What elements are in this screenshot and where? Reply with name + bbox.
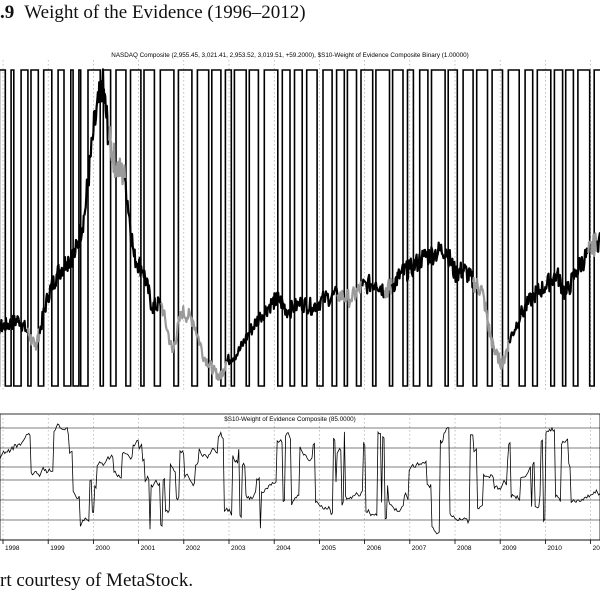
price-segment xyxy=(33,328,41,351)
price-segment xyxy=(38,292,50,335)
x-tick-label-1999: 1999 xyxy=(50,545,65,552)
price-segment xyxy=(0,316,11,333)
price-segment xyxy=(453,261,466,283)
x-tick-label-2000: 2000 xyxy=(95,545,110,552)
price-segment xyxy=(56,256,68,280)
x-tick-label-2008: 2008 xyxy=(457,545,472,552)
figure-title-text: Weight of the Evidence (1996–2012) xyxy=(24,2,306,23)
price-segment xyxy=(180,305,194,328)
price-segment xyxy=(259,298,273,323)
oscillator-path xyxy=(0,423,600,535)
bottom-panel: $S10-Weight of Evidence Composite (85.00… xyxy=(0,413,600,552)
price-segment xyxy=(481,288,493,341)
price-segment xyxy=(494,348,504,371)
price-segment xyxy=(472,276,484,296)
price-segment xyxy=(390,268,402,293)
x-tick-label-2009: 2009 xyxy=(502,545,517,552)
top-chart-title: NASDAQ Composite (2,955.45, 3,021.41, 2,… xyxy=(111,52,468,59)
price-segment xyxy=(74,214,85,254)
price-segment xyxy=(575,247,589,276)
price-segment xyxy=(225,352,240,366)
price-segment xyxy=(65,247,77,272)
price-segment xyxy=(490,337,497,356)
price-segment xyxy=(92,79,104,133)
price-segment xyxy=(422,246,436,266)
bottom-chart-title: $S10-Weight of Evidence Composite (85.00… xyxy=(224,416,356,423)
price-segment xyxy=(311,290,325,313)
x-tick-label-2003: 2003 xyxy=(231,545,246,552)
price-segment xyxy=(533,280,547,304)
price-segment xyxy=(349,281,364,303)
nasdaq-price-line xyxy=(0,68,600,381)
price-segment xyxy=(336,288,353,309)
price-segment xyxy=(519,292,536,318)
x-tick-label-2010: 2010 xyxy=(547,545,562,552)
price-segment xyxy=(300,296,314,316)
price-segment xyxy=(596,232,600,253)
price-segment xyxy=(287,296,303,319)
price-segment xyxy=(83,132,95,216)
price-segment xyxy=(171,310,183,354)
price-segment xyxy=(151,296,163,315)
x-tick-label-2007: 2007 xyxy=(412,545,427,552)
price-segment xyxy=(101,68,111,146)
price-segment xyxy=(248,311,262,336)
x-tick-label-2002: 2002 xyxy=(186,545,201,552)
x-tick-label-2004: 2004 xyxy=(276,545,291,552)
price-segment xyxy=(133,248,145,278)
price-segment xyxy=(408,249,425,278)
price-segment xyxy=(160,302,174,354)
price-segment xyxy=(123,177,136,258)
price-segment xyxy=(564,268,579,296)
price-segment xyxy=(47,273,59,304)
price-segment xyxy=(26,327,36,348)
binary-square-wave xyxy=(0,69,600,387)
price-segment xyxy=(587,232,599,257)
price-segment xyxy=(17,319,29,334)
figure-number: .9 xyxy=(0,2,15,23)
bottom-panel-frame xyxy=(0,413,600,541)
x-axis: 1998 1999 2000 2001 2002 2003 2004 2005 2006 2007… xyxy=(0,539,600,552)
price-segment xyxy=(383,277,393,299)
price-segment xyxy=(399,259,411,282)
price-segment xyxy=(361,273,377,295)
price-segment xyxy=(108,125,118,178)
figure-title: .9 Weight of the Evidence (1996–2012) xyxy=(0,2,306,24)
price-segment xyxy=(508,315,522,344)
price-segment xyxy=(236,331,251,354)
price-segment xyxy=(218,360,228,380)
x-tick-label-2001: 2001 xyxy=(141,545,156,552)
price-segment xyxy=(142,269,154,311)
price-segment xyxy=(8,314,20,330)
oscillator-line xyxy=(0,423,600,535)
price-segment xyxy=(544,272,558,293)
price-segment xyxy=(555,267,567,300)
top-year-gridlines xyxy=(2,60,591,392)
bottom-gridlines xyxy=(0,414,600,540)
binary-signal xyxy=(0,69,600,387)
price-segment xyxy=(501,339,511,368)
x-tick-label-2011: 2011 xyxy=(593,545,600,552)
price-segment xyxy=(322,285,339,307)
price-segment xyxy=(462,263,475,289)
price-segment xyxy=(277,295,289,319)
price-segment xyxy=(114,157,127,186)
price-segment xyxy=(212,364,222,381)
figure-caption: rt courtesy of MetaStock. xyxy=(0,570,194,591)
price-segment xyxy=(203,356,215,376)
price-segment xyxy=(270,291,280,310)
x-tick-label-2005: 2005 xyxy=(321,545,336,552)
x-tick-label-1998: 1998 xyxy=(5,545,20,552)
price-segment xyxy=(444,248,457,279)
top-panel: NASDAQ Composite (2,955.45, 3,021.41, 2,… xyxy=(0,52,600,392)
price-segment xyxy=(433,241,448,262)
price-segment xyxy=(191,319,206,363)
x-tick-label-2006: 2006 xyxy=(367,545,382,552)
price-segment xyxy=(374,281,386,299)
